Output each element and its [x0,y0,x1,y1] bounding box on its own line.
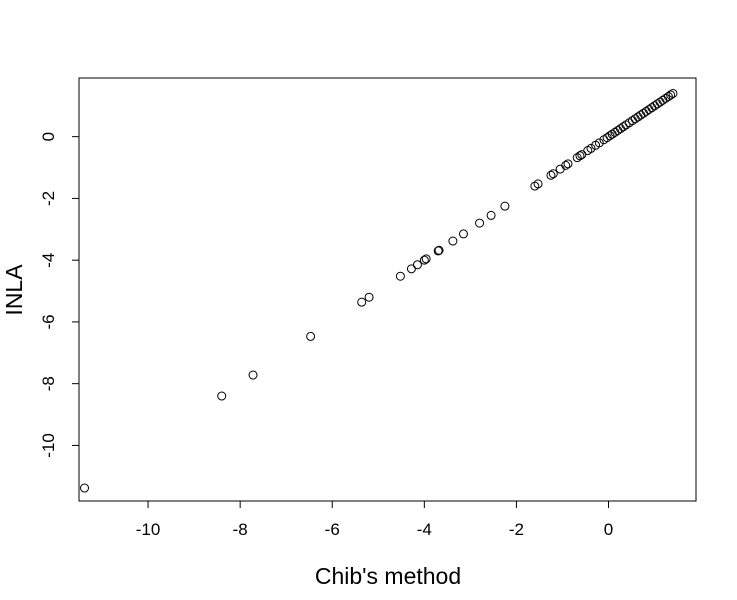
data-point [655,97,665,107]
y-axis-title: INLA [1,264,27,316]
y-tick-label: 0 [39,132,58,141]
data-point [668,88,678,98]
y-axis: -10 -8 -6 -4 -2 0 [39,132,80,458]
data-point [613,125,623,135]
data-point [575,151,585,161]
data-point [586,143,596,153]
data-point [500,201,510,211]
data-point [602,133,612,143]
data-point [636,110,646,120]
x-tick-label: -10 [136,520,161,539]
y-tick-label: -10 [39,433,58,458]
y-tick-label: -8 [39,376,58,391]
x-axis: -10 -8 -6 -4 -2 0 [136,500,613,539]
data-point [644,104,654,114]
data-point [458,229,468,239]
data-point [306,331,316,341]
data-point [561,160,571,170]
data-point [639,108,649,118]
data-point [666,90,676,100]
data-point [572,153,582,163]
data-point [217,391,227,401]
data-point [594,138,604,148]
data-point [563,159,573,169]
data-point [533,179,543,189]
y-tick-label: -2 [39,191,58,206]
data-point [618,122,628,132]
data-point [555,164,565,174]
data-point [448,236,458,246]
data-point [615,124,625,134]
data-point [661,93,671,103]
data-point [364,292,374,302]
y-tick-label: -6 [39,314,58,329]
data-point [433,246,443,256]
data-point [395,271,405,281]
data-point [419,255,429,265]
data-point [605,131,615,141]
data-point [412,260,422,270]
x-tick-label: -6 [325,520,340,539]
data-point [546,170,556,180]
x-tick-label: -2 [509,520,524,539]
data-point [406,264,416,274]
x-tick-label: 0 [604,520,613,539]
data-point [630,114,640,124]
data-point [475,218,485,228]
data-point [647,103,657,113]
x-tick-label: -4 [417,520,432,539]
data-point [652,99,662,109]
data-point [248,370,258,380]
data-point [633,112,643,122]
data-point [80,483,90,493]
x-tick-label: -8 [233,520,248,539]
data-point [357,297,367,307]
x-axis-title: Chib's method [315,563,461,589]
y-tick-label: -4 [39,253,58,268]
data-point [434,245,444,255]
data-point [663,92,673,102]
data-point [486,210,496,220]
data-point [548,169,558,179]
data-point [641,106,651,116]
data-point [421,254,431,264]
data-points [80,88,678,493]
data-point [658,95,668,105]
data-point [650,101,660,111]
